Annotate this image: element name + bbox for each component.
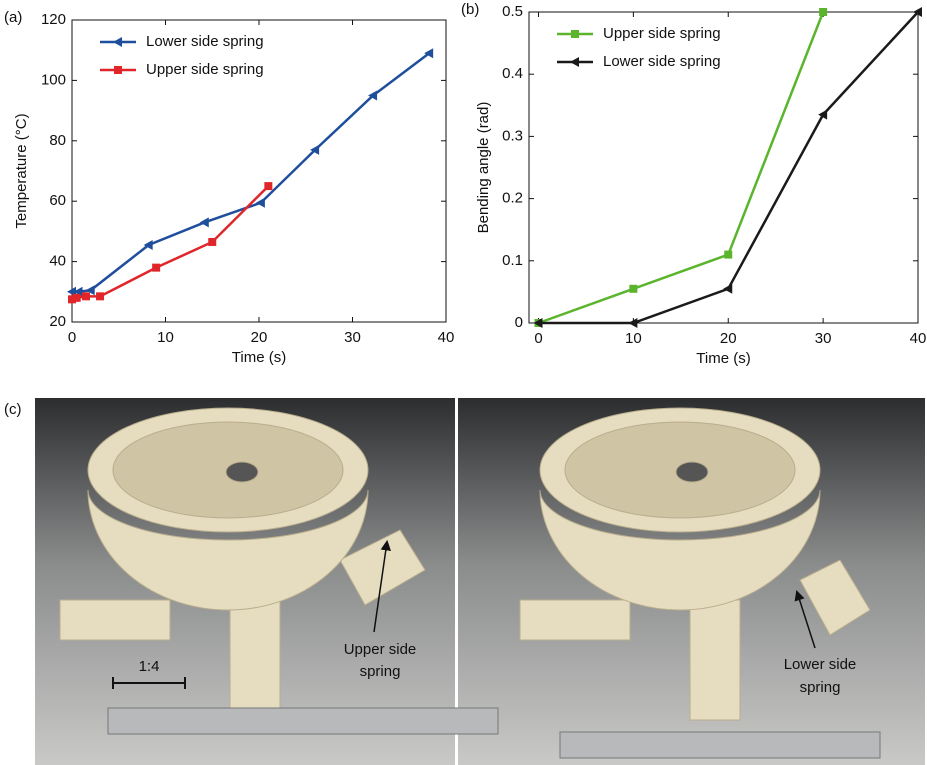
y-axis-label: Bending angle (rad) xyxy=(475,102,492,234)
y-tick-label: 0.5 xyxy=(502,3,523,20)
series-line xyxy=(538,12,918,323)
y-tick-label: 0.4 xyxy=(502,65,523,82)
panel-label: (c) xyxy=(4,401,22,418)
y-tick-label: 100 xyxy=(41,71,66,88)
x-tick-label: 0 xyxy=(68,329,76,346)
ruler xyxy=(560,732,880,758)
legend-marker xyxy=(571,30,579,38)
point xyxy=(819,8,827,16)
annotation: Upper side xyxy=(344,641,417,658)
legend-marker xyxy=(113,37,122,47)
legend-label: Lower side spring xyxy=(146,33,264,50)
legend-label: Upper side spring xyxy=(146,61,264,78)
y-tick-label: 40 xyxy=(49,253,66,270)
point xyxy=(82,292,90,300)
point xyxy=(629,285,637,293)
x-tick-label: 30 xyxy=(344,329,361,346)
scale-label: 1:4 xyxy=(139,658,160,675)
chart: (b) 0 10 20 30 40 0 0.1 0.2 0.3 0.4 0.5 Time (s) Bend… xyxy=(461,1,926,367)
point xyxy=(724,251,732,259)
panel-label: (a) xyxy=(4,9,22,26)
series-line xyxy=(72,53,429,292)
legend-marker xyxy=(114,66,122,74)
legend-marker xyxy=(570,57,579,67)
legend-label: Upper side spring xyxy=(603,25,721,42)
x-axis-label: Time (s) xyxy=(232,349,286,366)
legend-label: Lower side spring xyxy=(603,53,721,70)
x-tick-label: 10 xyxy=(625,330,642,347)
point xyxy=(200,217,209,227)
y-tick-label: 120 xyxy=(41,11,66,28)
annotation: Lower side xyxy=(784,656,857,673)
x-tick-label: 20 xyxy=(720,330,737,347)
y-axis-label: Temperature (°C) xyxy=(13,113,30,228)
plot-frame xyxy=(529,12,918,323)
x-tick-label: 30 xyxy=(815,330,832,347)
x-tick-label: 0 xyxy=(534,330,542,347)
point xyxy=(256,198,265,208)
x-tick-label: 40 xyxy=(438,329,455,346)
point xyxy=(152,264,160,272)
annotation: spring xyxy=(800,679,841,696)
point xyxy=(208,238,216,246)
x-tick-label: 10 xyxy=(157,329,174,346)
photos: (c) 1:4 Upper side spring Lower sid xyxy=(4,398,925,765)
y-tick-label: 0.1 xyxy=(502,252,523,269)
panel-label: (b) xyxy=(461,1,479,18)
point xyxy=(96,292,104,300)
chart: (a) 0 10 20 30 40 20 40 60 80 100 120 Time (s) Temper… xyxy=(4,9,454,366)
x-tick-label: 20 xyxy=(251,329,268,346)
ruler xyxy=(108,708,498,734)
point xyxy=(264,182,272,190)
x-tick-label: 40 xyxy=(910,330,927,347)
figure: (c) 1:4 Upper side spring Lower sid xyxy=(0,0,927,765)
point xyxy=(723,284,732,294)
y-tick-label: 60 xyxy=(49,192,66,209)
y-tick-label: 80 xyxy=(49,132,66,149)
y-tick-label: 0.3 xyxy=(502,127,523,144)
x-axis-label: Time (s) xyxy=(696,350,750,367)
point xyxy=(73,294,81,302)
y-tick-label: 0.2 xyxy=(502,190,523,207)
y-tick-label: 20 xyxy=(49,313,66,330)
y-tick-label: 0 xyxy=(515,314,523,331)
annotation: spring xyxy=(360,663,401,680)
